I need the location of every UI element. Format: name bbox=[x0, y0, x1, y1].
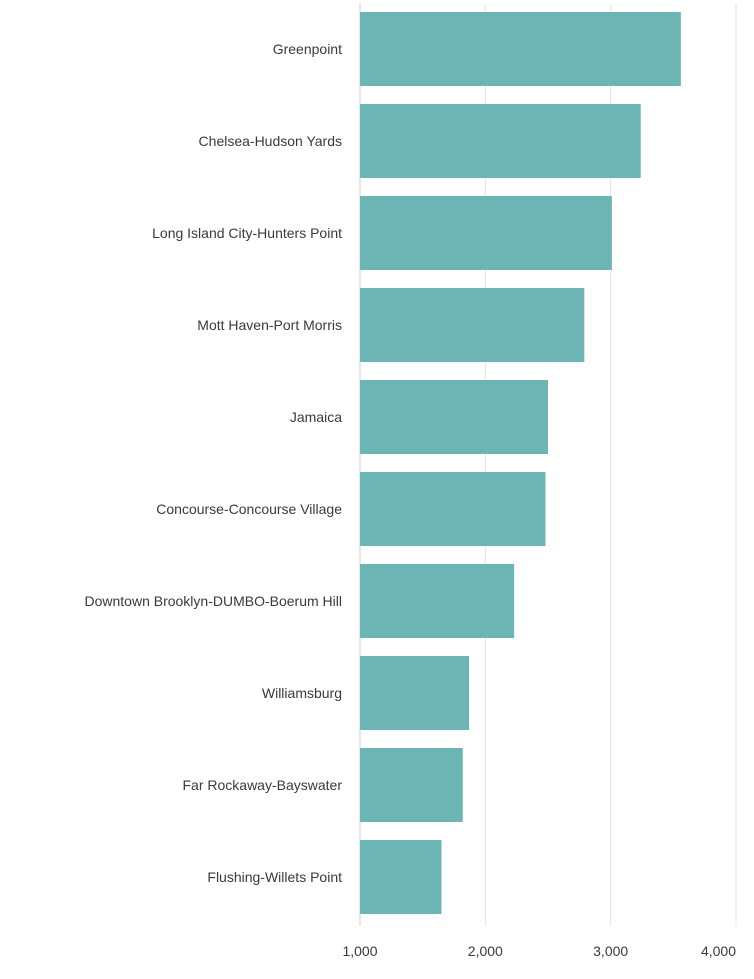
category-label-layer: Greenpoint Chelsea-Hudson Yards Long Islan… bbox=[84, 41, 342, 885]
bar bbox=[360, 748, 463, 822]
x-tick-label: 1,000 bbox=[342, 943, 377, 959]
bar bbox=[360, 472, 546, 546]
category-label: Concourse-Concourse Village bbox=[156, 501, 342, 517]
x-tick-label: 3,000 bbox=[593, 943, 628, 959]
x-tick-label: 4,000 bbox=[701, 943, 736, 959]
bar bbox=[360, 196, 612, 270]
bar bbox=[360, 840, 442, 914]
category-label: Mott Haven-Port Morris bbox=[197, 317, 342, 333]
bar bbox=[360, 656, 470, 730]
category-label: Williamsburg bbox=[262, 685, 342, 701]
category-label: Chelsea-Hudson Yards bbox=[199, 133, 342, 149]
bar bbox=[360, 288, 585, 362]
tick-label-layer: 1,000 2,000 3,000 4,000 bbox=[342, 943, 736, 959]
category-label: Jamaica bbox=[290, 409, 342, 425]
x-tick-label: 2,000 bbox=[468, 943, 503, 959]
category-label: Greenpoint bbox=[273, 41, 342, 57]
bar bbox=[360, 380, 548, 454]
category-label: Flushing-Willets Point bbox=[207, 869, 342, 885]
category-label: Far Rockaway-Bayswater bbox=[183, 777, 343, 793]
bar-layer bbox=[360, 12, 681, 914]
bar bbox=[360, 104, 641, 178]
bar bbox=[360, 564, 515, 638]
category-label: Downtown Brooklyn-DUMBO-Boerum Hill bbox=[84, 593, 342, 609]
bar bbox=[360, 12, 681, 86]
category-label: Long Island City-Hunters Point bbox=[152, 225, 342, 241]
